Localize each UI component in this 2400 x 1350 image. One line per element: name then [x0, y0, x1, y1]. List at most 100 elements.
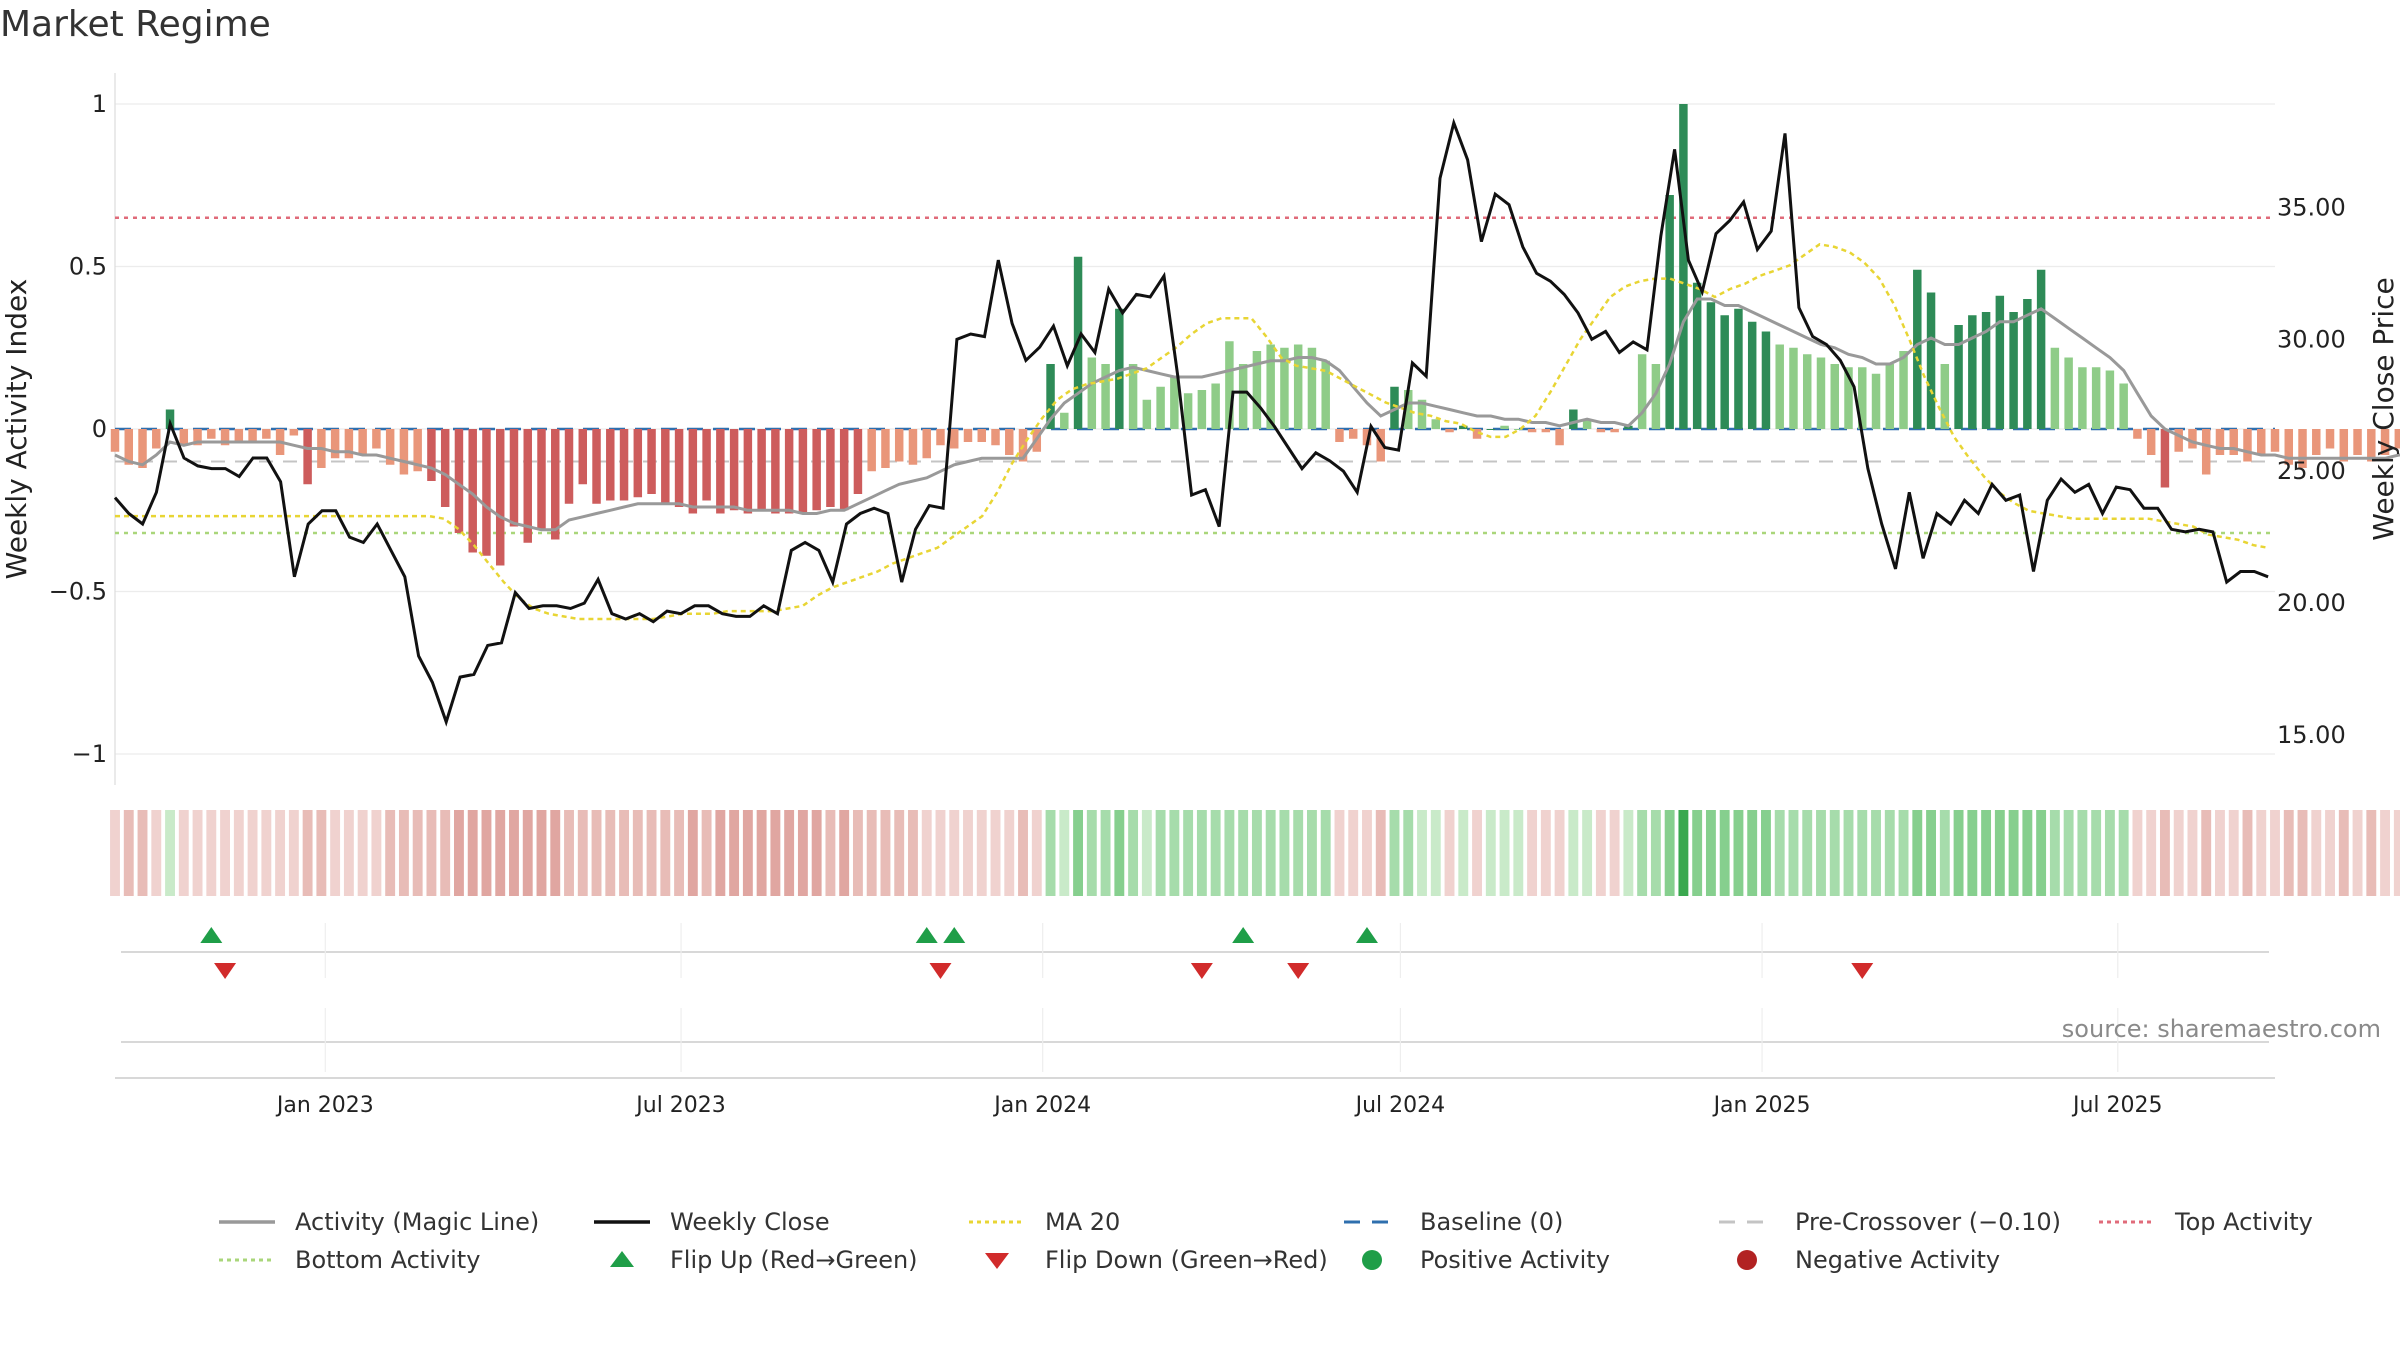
activity-bar [757, 429, 766, 511]
activity-bar [1280, 347, 1289, 429]
legend-item-flipup: Flip Up (Red→Green) [590, 1243, 918, 1277]
activity-bar [1266, 344, 1275, 429]
activity-bar [812, 429, 821, 511]
regime-cell [2159, 810, 2170, 896]
regime-cell [1045, 810, 1056, 896]
regime-cell [2270, 810, 2280, 896]
y-right-tick-label: 25.00 [2277, 457, 2346, 485]
regime-cell [330, 810, 341, 896]
activity-bar [2091, 367, 2101, 429]
activity-bar [1431, 419, 1441, 429]
activity-bar [2380, 429, 2390, 455]
regime-cell [852, 810, 863, 896]
regime-cell [2063, 810, 2074, 896]
regime-strip [110, 810, 2400, 896]
activity-bar [1926, 292, 1936, 429]
legend-swatch-magic [219, 1220, 275, 1224]
regime-cell [2228, 810, 2239, 896]
regime-cell [2104, 810, 2115, 896]
activity-bar [2298, 429, 2307, 468]
legend-item-close: Weekly Close [590, 1205, 830, 1239]
activity-bar [977, 429, 986, 442]
flip-down-marker [1287, 963, 1310, 979]
flip-up-marker [943, 927, 966, 943]
regime-cell [1100, 810, 1111, 896]
activity-bar [138, 429, 147, 468]
regime-cell [564, 810, 574, 896]
regime-cell [261, 810, 272, 896]
regime-cell [1169, 810, 1180, 896]
legend-swatch-pos [1362, 1250, 1382, 1270]
regime-cell [2256, 810, 2267, 896]
activity-bar [1802, 354, 1812, 429]
legend-swatch-baseline [1344, 1220, 1400, 1224]
activity-bar [826, 429, 835, 507]
legend-swatch-bottom [219, 1258, 275, 1262]
activity-bar [1775, 344, 1784, 429]
activity-bar [2201, 429, 2211, 475]
regime-cell [454, 810, 464, 896]
activity-bar [124, 429, 133, 465]
y-left-tick-label: −1 [72, 740, 107, 768]
regime-cell [1224, 810, 1235, 896]
activity-bar [1514, 429, 1523, 430]
activity-bar [853, 429, 863, 494]
regime-cell [1485, 810, 1496, 896]
activity-bar [2174, 429, 2183, 452]
activity-bar [165, 409, 175, 429]
flip-up-marker [1355, 927, 1378, 943]
activity-bar [2284, 429, 2293, 465]
regime-cell [1320, 810, 1331, 896]
flip-down-marker [214, 963, 237, 979]
activity-bar [936, 429, 945, 446]
activity-bar [1348, 429, 1358, 439]
activity-bar [1500, 425, 1509, 429]
legend-swatch-ma20 [969, 1220, 1025, 1224]
regime-cell [1637, 810, 1648, 896]
regime-cell [1540, 810, 1551, 896]
activity-bar [2023, 299, 2032, 429]
legend-item-ma20: MA 20 [965, 1205, 1120, 1239]
activity-bar [1789, 347, 1798, 429]
activity-bar [1706, 302, 1716, 429]
regime-cell [1719, 810, 1730, 896]
regime-cell [1774, 810, 1785, 896]
legend-swatch-close [594, 1220, 650, 1224]
activity-bar [1142, 399, 1152, 429]
regime-cell [1967, 810, 1978, 896]
activity-bar [1321, 360, 1330, 429]
flip-markers [121, 927, 2269, 979]
regime-cell [2118, 810, 2129, 896]
regime-cell [2297, 810, 2308, 896]
activity-bar [537, 429, 546, 530]
regime-cell [2187, 810, 2198, 896]
activity-bar [674, 429, 684, 507]
y-left-tick-label: −0.5 [49, 578, 107, 606]
regime-cell [908, 810, 918, 896]
activity-bar [2050, 347, 2060, 429]
activity-bar [1596, 429, 1606, 433]
activity-bar [1541, 429, 1551, 433]
activity-bar [1238, 364, 1248, 429]
page-title: Market Regime [0, 4, 271, 45]
regime-cell [1375, 810, 1386, 896]
activity-bar [427, 429, 436, 481]
regime-cell [825, 810, 836, 896]
activity-bars [110, 104, 2400, 566]
regime-cell [398, 810, 409, 896]
regime-cell [1527, 810, 1538, 896]
regime-cell [495, 810, 506, 896]
activity-bar [1651, 364, 1661, 429]
activity-bar [1060, 412, 1069, 429]
activity-bar [606, 429, 615, 501]
regime-cell [1458, 810, 1469, 896]
regime-cell [1417, 810, 1427, 896]
regime-cell [632, 810, 643, 896]
regime-cell [1141, 810, 1152, 896]
activity-bar [1156, 386, 1165, 429]
regime-cell [976, 810, 987, 896]
activity-bar [1307, 347, 1317, 429]
activity-bar [1761, 331, 1771, 429]
regime-cell [2036, 810, 2047, 896]
regime-cell [1705, 810, 1716, 896]
